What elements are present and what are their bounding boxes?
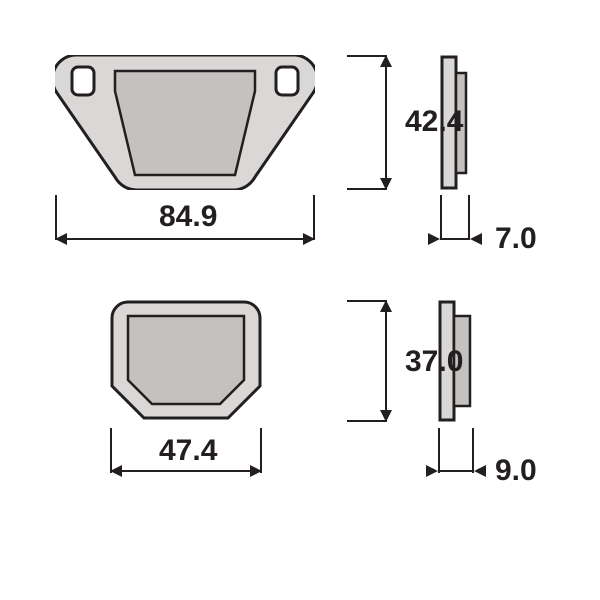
pad1-front-view — [55, 55, 315, 190]
pad2-front-view — [110, 300, 262, 422]
pad1-height-label: 42.4 — [405, 105, 463, 139]
pad1-thickness-label: 7.0 — [495, 222, 537, 256]
pad1-width-label: 84.9 — [155, 200, 221, 234]
pad2-height-label: 37.0 — [405, 345, 463, 379]
pad2-thickness-label: 9.0 — [495, 454, 537, 488]
technical-drawing: 42.4 84.9 7.0 37.0 47.4 9.0 — [0, 0, 600, 600]
pad2-width-label: 47.4 — [155, 434, 221, 468]
